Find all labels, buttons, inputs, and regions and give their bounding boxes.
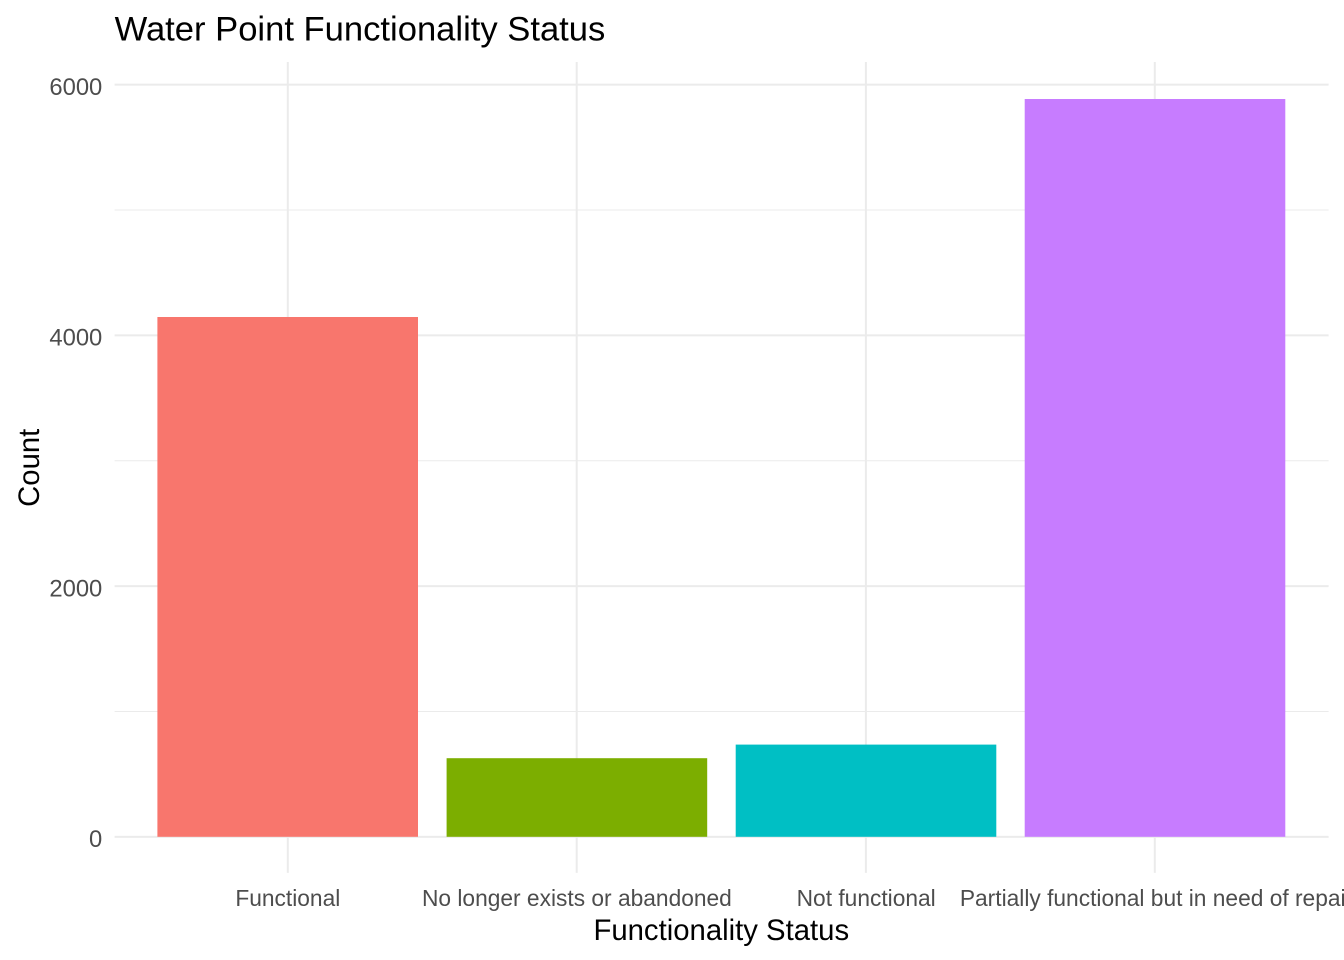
svg-text:0: 0 [89, 826, 102, 853]
svg-text:No longer exists or abandoned: No longer exists or abandoned [422, 885, 732, 911]
svg-text:Water Point Functionality Stat: Water Point Functionality Status [115, 11, 606, 49]
svg-text:Not functional: Not functional [797, 885, 936, 911]
svg-text:6000: 6000 [49, 74, 102, 101]
svg-text:Partially functional but in ne: Partially functional but in need of repa… [960, 885, 1344, 911]
svg-text:4000: 4000 [49, 325, 102, 352]
svg-text:2000: 2000 [49, 575, 102, 602]
svg-text:Functional: Functional [235, 885, 340, 911]
svg-text:Functionality Status: Functionality Status [593, 914, 849, 947]
svg-text:Count: Count [13, 429, 46, 507]
